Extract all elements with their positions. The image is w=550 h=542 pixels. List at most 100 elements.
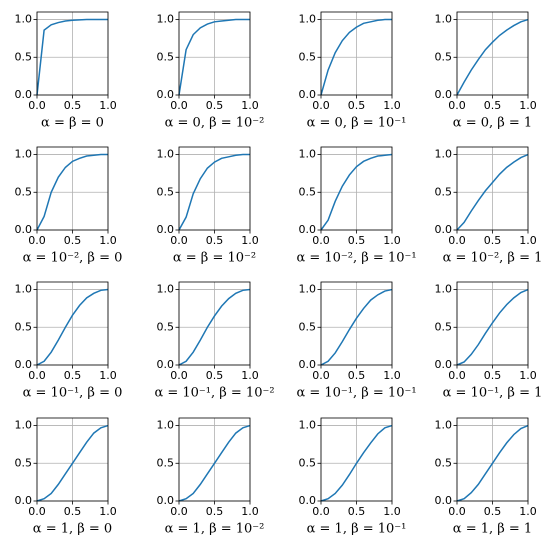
x-tick-label: 0.0 — [28, 234, 46, 247]
plot-frame — [36, 146, 109, 231]
data-line — [320, 424, 393, 502]
y-tick-label: 0.0 — [157, 358, 175, 371]
y-tick-label: 1.0 — [15, 148, 33, 161]
x-tick-label: 0.5 — [64, 369, 82, 382]
x-tick-label: 0.0 — [28, 505, 46, 518]
x-tick-label: 0.5 — [484, 505, 502, 518]
x-axis-label: α = 0, β = 10⁻¹ — [307, 116, 407, 131]
x-tick-label: 0.5 — [64, 505, 82, 518]
y-tick-label: 0.0 — [157, 494, 175, 507]
x-tick-label: 0.5 — [348, 234, 366, 247]
y-tick-label: 1.0 — [15, 419, 33, 432]
y-tick-label: 0.0 — [15, 223, 33, 236]
plot-frame — [178, 417, 251, 502]
x-tick-label: 0.0 — [448, 234, 466, 247]
plot-frame — [456, 146, 529, 231]
y-tick-label: 1.0 — [157, 13, 175, 26]
x-tick-label: 0.0 — [170, 234, 188, 247]
y-tick-label: 0.5 — [15, 50, 33, 63]
plot-frame — [178, 11, 251, 96]
x-tick-label: 0.5 — [484, 369, 502, 382]
data-line — [178, 424, 251, 502]
x-tick-label: 0.0 — [448, 505, 466, 518]
y-tick-label: 0.0 — [15, 88, 33, 101]
x-tick-label: 0.0 — [170, 369, 188, 382]
y-tick-label: 0.0 — [299, 223, 317, 236]
x-axis-label: α = β = 10⁻² — [173, 251, 256, 266]
data-line — [456, 288, 529, 366]
y-tick-label: 0.0 — [299, 494, 317, 507]
y-tick-label: 0.5 — [15, 320, 33, 333]
y-tick-label: 1.0 — [435, 283, 453, 296]
data-line — [456, 18, 529, 96]
x-axis-label: α = 10⁻¹, β = 1 — [443, 386, 543, 401]
x-tick-label: 0.5 — [348, 369, 366, 382]
x-tick-label: 0.0 — [28, 369, 46, 382]
x-tick-label: 1.0 — [519, 505, 537, 518]
x-axis-label: α = 1, β = 0 — [33, 522, 112, 537]
x-tick-label: 0.0 — [312, 99, 330, 112]
x-tick-label: 0.5 — [206, 369, 224, 382]
y-tick-label: 1.0 — [157, 283, 175, 296]
x-tick-label: 0.5 — [64, 234, 82, 247]
x-axis-label: α = 10⁻², β = 1 — [443, 251, 543, 266]
plot-frame — [320, 281, 393, 366]
x-axis-label: α = 1, β = 10⁻¹ — [307, 522, 407, 537]
x-axis-label: α = 10⁻², β = 0 — [23, 251, 123, 266]
plot-frame — [320, 11, 393, 96]
y-tick-label: 1.0 — [299, 13, 317, 26]
x-tick-label: 1.0 — [383, 99, 401, 112]
data-line — [36, 424, 109, 502]
y-tick-label: 0.0 — [157, 88, 175, 101]
y-tick-label: 0.0 — [435, 358, 453, 371]
y-tick-label: 0.5 — [435, 50, 453, 63]
x-axis-label: α = 10⁻¹, β = 0 — [23, 386, 123, 401]
x-tick-label: 1.0 — [519, 234, 537, 247]
y-tick-label: 0.0 — [435, 223, 453, 236]
data-line — [320, 18, 392, 96]
x-tick-label: 1.0 — [383, 234, 401, 247]
y-tick-label: 0.0 — [435, 88, 453, 101]
data-line — [456, 153, 529, 231]
y-tick-label: 0.5 — [15, 185, 33, 198]
x-tick-label: 0.5 — [484, 99, 502, 112]
x-tick-label: 0.5 — [348, 99, 366, 112]
x-tick-label: 0.5 — [64, 99, 82, 112]
x-axis-label: α = 0, β = 1 — [453, 116, 532, 131]
y-tick-label: 0.5 — [299, 185, 317, 198]
x-tick-label: 0.0 — [170, 505, 188, 518]
y-tick-label: 0.0 — [299, 88, 317, 101]
data-line — [178, 18, 250, 96]
y-tick-label: 0.5 — [435, 320, 453, 333]
plot-frame — [456, 11, 529, 96]
data-line — [178, 153, 250, 231]
y-tick-label: 0.5 — [157, 50, 175, 63]
data-line — [320, 288, 393, 366]
x-tick-label: 0.5 — [206, 99, 224, 112]
x-tick-label: 0.5 — [206, 234, 224, 247]
y-tick-label: 0.5 — [299, 456, 317, 469]
x-tick-label: 0.0 — [312, 505, 330, 518]
x-tick-label: 1.0 — [99, 99, 117, 112]
y-tick-label: 0.5 — [435, 456, 453, 469]
data-line — [36, 18, 108, 96]
x-axis-label: α = β = 0 — [41, 116, 104, 131]
data-line — [456, 424, 529, 502]
plot-frame — [36, 11, 109, 96]
data-line — [320, 153, 393, 231]
x-tick-label: 1.0 — [99, 505, 117, 518]
x-tick-label: 0.0 — [28, 99, 46, 112]
x-axis-label: α = 1, β = 1 — [453, 522, 532, 537]
y-tick-label: 0.0 — [435, 494, 453, 507]
y-tick-label: 1.0 — [435, 419, 453, 432]
plot-frame — [320, 417, 393, 502]
y-tick-label: 1.0 — [299, 419, 317, 432]
x-tick-label: 1.0 — [241, 234, 259, 247]
x-tick-label: 1.0 — [99, 234, 117, 247]
y-tick-label: 0.5 — [157, 456, 175, 469]
x-tick-label: 0.0 — [448, 369, 466, 382]
y-tick-label: 1.0 — [15, 283, 33, 296]
x-tick-label: 0.5 — [348, 505, 366, 518]
